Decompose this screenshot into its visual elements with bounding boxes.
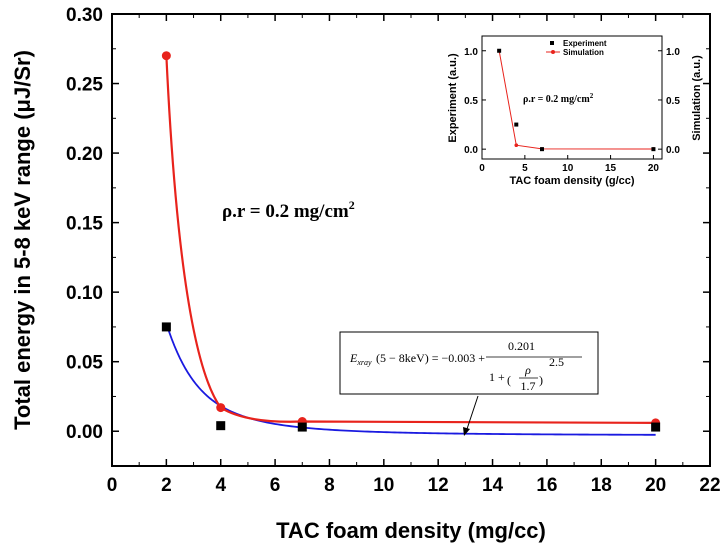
simulation-line bbox=[165, 55, 656, 424]
inset-legend: Experiment Simulation bbox=[546, 39, 607, 57]
inset-y-axis-title-right: Simulation (a.u.) bbox=[691, 55, 703, 141]
inset-x-tick-label: 10 bbox=[562, 163, 574, 174]
inset-x-tick-label: 20 bbox=[648, 163, 660, 174]
formula-exponent: 2.5 bbox=[549, 355, 564, 369]
formula-rho: ρ bbox=[524, 363, 531, 377]
inset-simulation-line bbox=[498, 50, 654, 150]
y-tick-label: 0.00 bbox=[66, 422, 103, 443]
experiment-point bbox=[161, 322, 171, 332]
formula-den-one: 1 + bbox=[489, 370, 505, 384]
inset-y-tick-label: 1.0 bbox=[464, 47, 478, 58]
formula-paren-right: ) bbox=[539, 373, 543, 387]
inset-experiment-point bbox=[497, 48, 502, 53]
formula-annotation: Exray (5 − 8keV) = −0.003 + 0.201 1 + ( … bbox=[339, 331, 599, 436]
x-tick-label: 10 bbox=[373, 475, 394, 496]
experiment-point bbox=[651, 422, 661, 432]
formula-subscript: xray bbox=[356, 358, 372, 367]
x-tick-label: 14 bbox=[482, 475, 504, 496]
experiment-point bbox=[297, 422, 307, 432]
x-tick-label: 0 bbox=[107, 475, 118, 496]
x-tick-label: 6 bbox=[270, 475, 281, 496]
formula-den-value: 1.7 bbox=[521, 379, 536, 393]
inset-y-axis-title-left: Experiment (a.u.) bbox=[447, 53, 459, 143]
inset-x-tick-label: 5 bbox=[522, 163, 528, 174]
x-tick-label: 18 bbox=[591, 475, 612, 496]
formula-arg: (5 − 8keV) = −0.003 + bbox=[376, 351, 485, 365]
inset-y-tick-label-right: 1.0 bbox=[666, 47, 680, 58]
inset-y-tick-label: 0.0 bbox=[464, 145, 478, 156]
y-tick-label: 0.15 bbox=[66, 214, 103, 235]
simulation-point bbox=[161, 51, 171, 61]
y-tick-label: 0.25 bbox=[66, 75, 103, 96]
inset-series bbox=[497, 48, 656, 152]
inset-rho-r-superscript: 2 bbox=[590, 92, 594, 100]
inset-axes: 0 5 10 15 20 0.0 0.0 0.5 0.5 1.0 1.0 bbox=[464, 47, 680, 174]
x-tick-label: 22 bbox=[699, 475, 720, 496]
y-tick-label: 0.05 bbox=[66, 353, 103, 374]
main-axes: 0 2 4 6 8 10 12 14 16 18 20 220.000.050.100.150.200… bbox=[66, 5, 721, 496]
x-tick-label: 4 bbox=[215, 475, 226, 496]
inset-experiment-point bbox=[514, 122, 519, 127]
x-axis-title: TAC foam density (mg/cc) bbox=[276, 518, 546, 543]
inset-experiment-point bbox=[540, 147, 544, 152]
formula-numerator: 0.201 bbox=[508, 339, 535, 353]
y-tick-label: 0.30 bbox=[66, 5, 103, 26]
inset-rho-r-text: ρ.r = 0.2 mg/cm bbox=[523, 94, 590, 105]
simulation-point bbox=[216, 403, 226, 413]
rho-r-annotation: ρ.r = 0.2 mg/cm2 bbox=[222, 198, 355, 222]
inset-legend-simulation-marker bbox=[551, 50, 555, 54]
inset-y-tick-label: 0.5 bbox=[464, 96, 478, 107]
rho-r-superscript: 2 bbox=[349, 198, 355, 212]
x-tick-label: 2 bbox=[161, 475, 172, 496]
inset-y-tick-label-right: 0.0 bbox=[666, 145, 680, 156]
y-tick-label: 0.10 bbox=[66, 283, 103, 304]
rho-r-text: ρ.r = 0.2 mg/cm bbox=[222, 201, 349, 222]
inset-x-axis-title: TAC foam density (g/cc) bbox=[509, 175, 634, 187]
main-series bbox=[161, 51, 661, 436]
inset-rho-r-annotation: ρ.r = 0.2 mg/cm2 bbox=[523, 92, 594, 105]
inset-x-tick-label: 15 bbox=[605, 163, 617, 174]
formula-lhs: Exray bbox=[349, 351, 372, 367]
formula-arrowhead bbox=[463, 427, 470, 436]
inset-legend-experiment-marker bbox=[550, 41, 554, 45]
x-tick-label: 12 bbox=[428, 475, 449, 496]
inset-simulation-point bbox=[514, 143, 519, 148]
inset-x-tick-label: 0 bbox=[479, 163, 485, 174]
formula-pointer-arrow bbox=[465, 395, 479, 433]
inset-legend-experiment-label: Experiment bbox=[563, 39, 607, 48]
formula-box bbox=[339, 331, 599, 395]
inset-chart: 0 5 10 15 20 0.0 0.0 0.5 0.5 1.0 1.0 TAC foam dens… bbox=[447, 35, 703, 187]
inset-legend-simulation-label: Simulation bbox=[563, 48, 604, 57]
x-tick-label: 8 bbox=[324, 475, 335, 496]
x-tick-label: 20 bbox=[645, 475, 666, 496]
inset-experiment-point bbox=[651, 147, 656, 152]
y-tick-label: 0.20 bbox=[66, 144, 103, 165]
formula-paren-left: ( bbox=[507, 373, 511, 387]
y-axis-title: Total energy in 5-8 keV range (μJ/Sr) bbox=[10, 50, 35, 430]
x-tick-label: 16 bbox=[536, 475, 557, 496]
inset-y-tick-label-right: 0.5 bbox=[666, 96, 680, 107]
experiment-point bbox=[216, 421, 226, 431]
